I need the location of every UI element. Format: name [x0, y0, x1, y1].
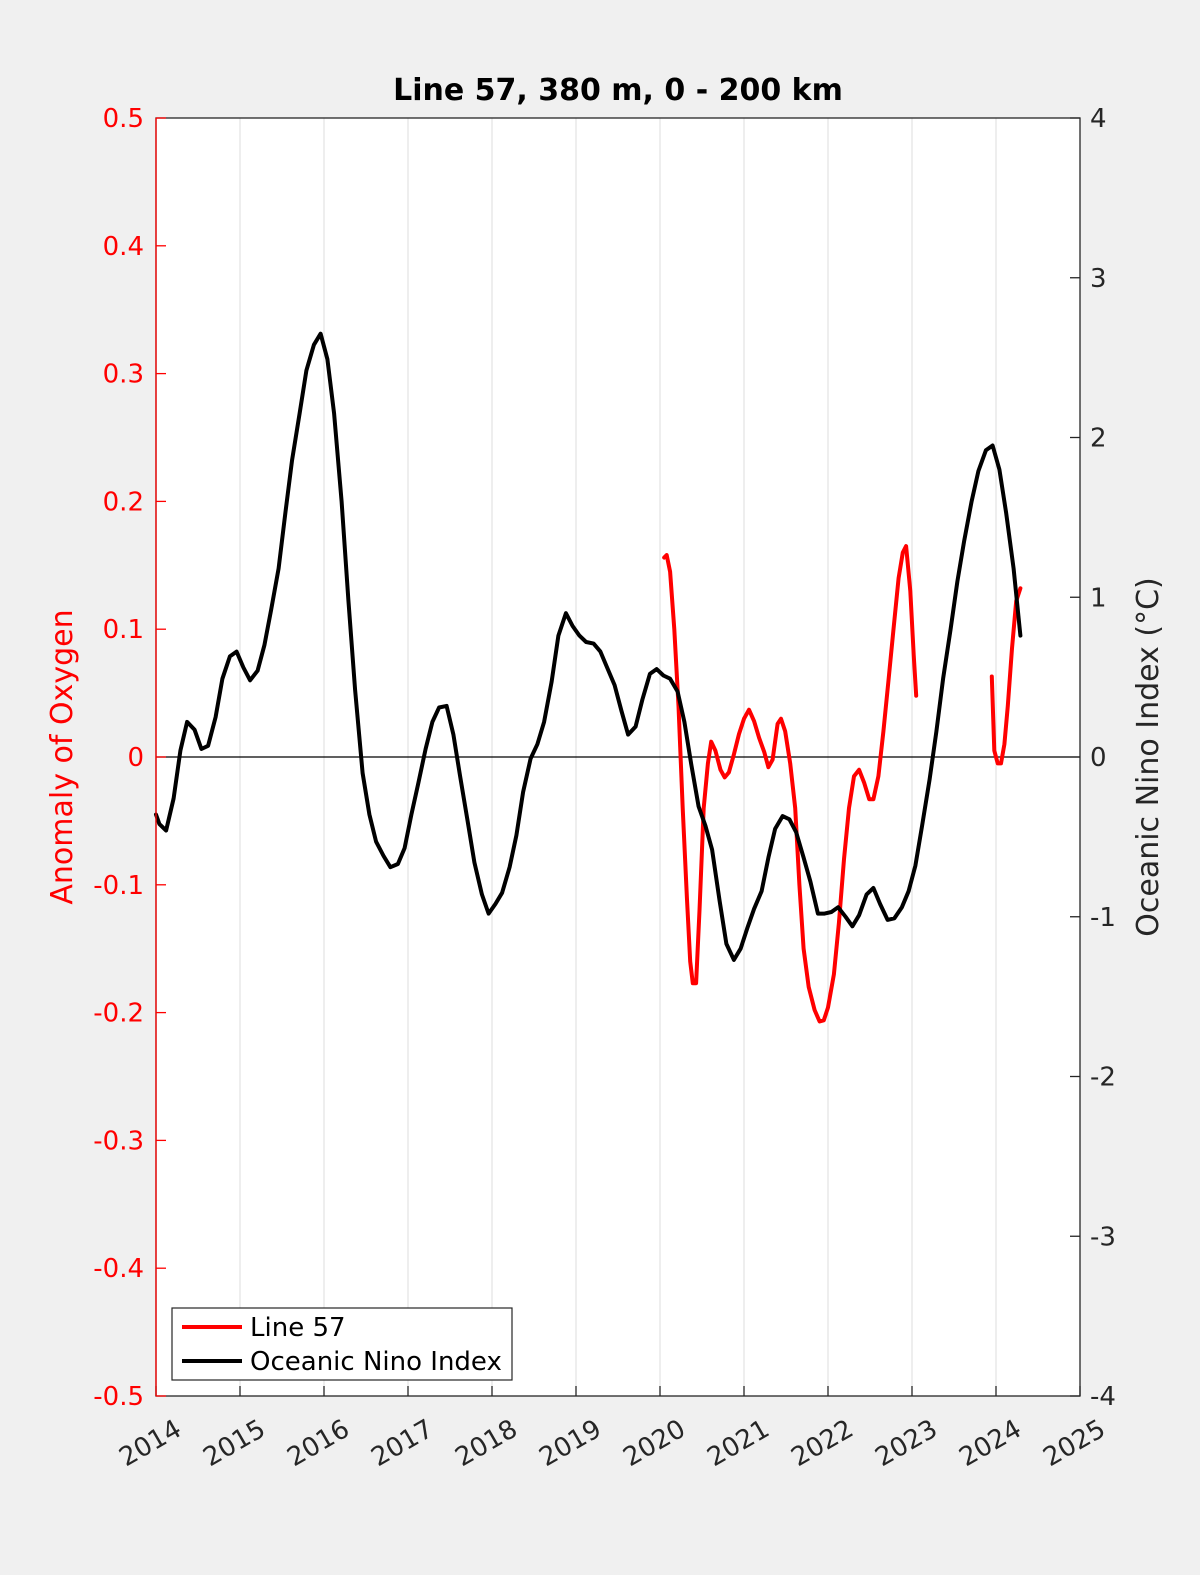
y-right-tick-label: -3 — [1090, 1222, 1116, 1252]
legend-box — [171, 1307, 513, 1381]
y-left-tick-label: -0.5 — [93, 1382, 144, 1412]
y-left-tick-label: -0.3 — [93, 1126, 144, 1156]
y-left-tick-label: 0.1 — [103, 615, 144, 645]
y-axis-right-label: Oceanic Nino Index (°C) — [1131, 577, 1166, 937]
y-right-tick-label: 3 — [1090, 264, 1107, 294]
series-line-0-segment-0 — [662, 544, 919, 1024]
y-left-tick-label: 0 — [127, 743, 144, 773]
legend: Line 57 Oceanic Nino Index — [171, 1307, 513, 1381]
y-left-tick-label: 0.2 — [103, 487, 144, 517]
series-line-0-segment-1 — [989, 586, 1023, 766]
y-left-tick-label: 0.4 — [103, 232, 144, 262]
y-left-tick-label: -0.1 — [93, 871, 144, 901]
y-left-tick-label: -0.4 — [93, 1254, 144, 1284]
y-right-tick-label: 1 — [1090, 583, 1107, 613]
y-right-tick-label: -4 — [1090, 1382, 1116, 1412]
legend-label-line-57: Line 57 — [250, 1313, 346, 1343]
series-layer — [154, 331, 1023, 1024]
y-right-tick-label: 4 — [1090, 104, 1107, 134]
y-left-tick-label: -0.2 — [93, 999, 144, 1029]
legend-label-oceanic-nino-index: Oceanic Nino Index — [250, 1347, 502, 1377]
chart-title: Line 57, 380 m, 0 - 200 km — [393, 73, 843, 108]
series-line-1-segment-0 — [154, 331, 1023, 962]
y-right-tick-label: 0 — [1090, 743, 1107, 773]
y-right-tick-label: 2 — [1090, 424, 1107, 454]
y-right-tick-label: -2 — [1090, 1063, 1116, 1093]
y-right-tick-label: -1 — [1090, 903, 1116, 933]
y-left-tick-label: 0.5 — [103, 104, 144, 134]
y-axis-left-label: Anomaly of Oxygen — [45, 609, 80, 904]
y-left-tick-label: 0.3 — [103, 360, 144, 390]
